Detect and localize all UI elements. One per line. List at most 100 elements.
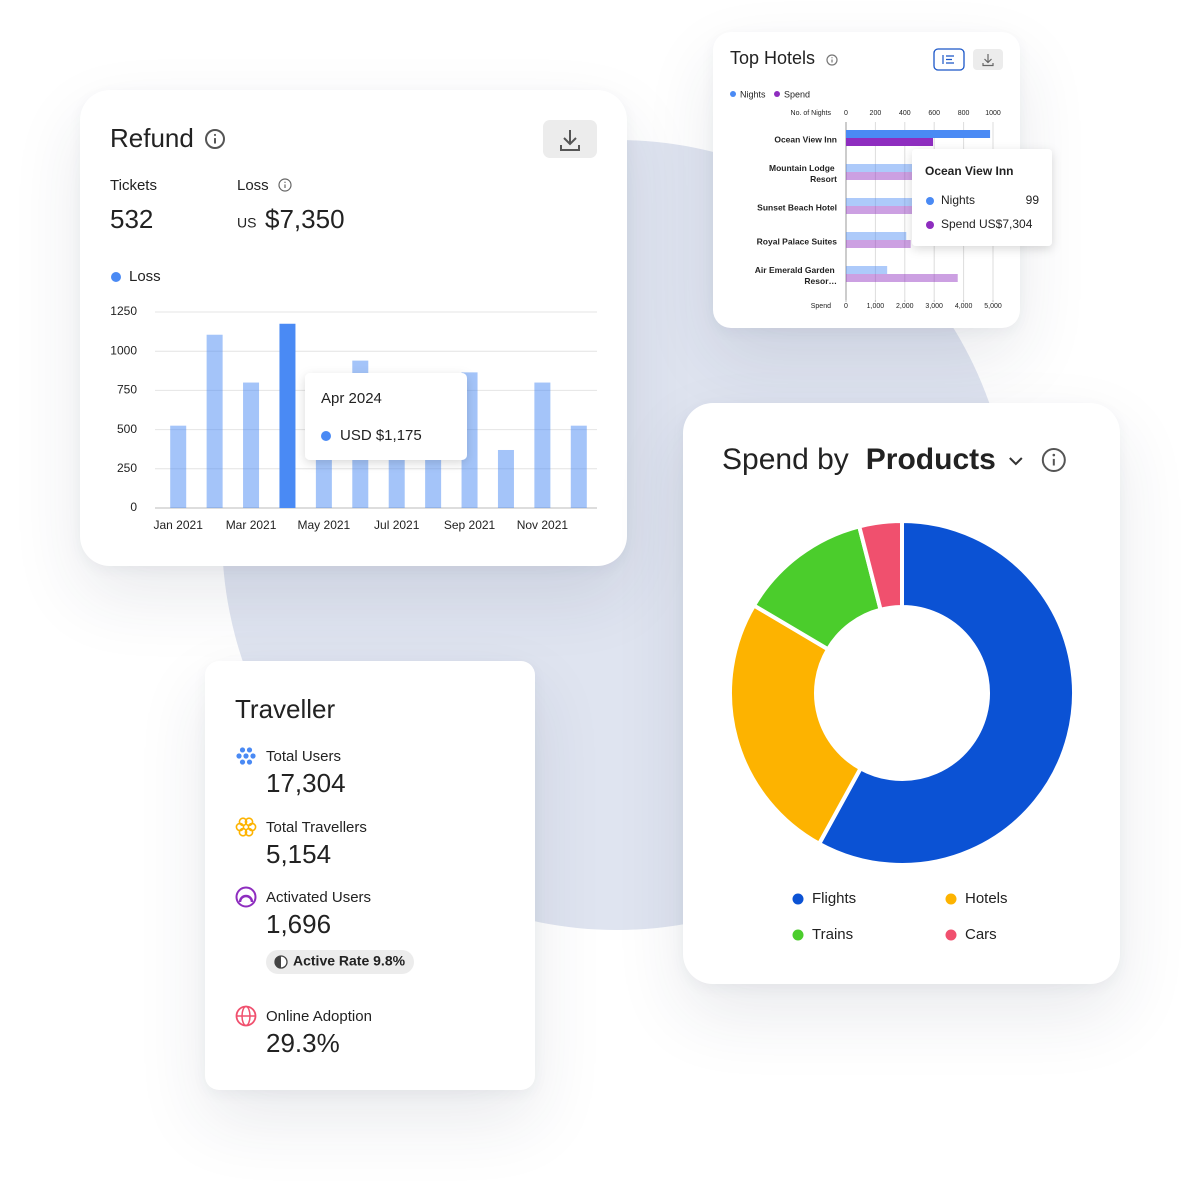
y-tick-label: 0 — [130, 500, 137, 514]
metric-value: 17,304 — [266, 768, 346, 798]
dropdown-chevron[interactable] — [1009, 457, 1023, 466]
tooltip-text: USD $1,175 — [340, 427, 422, 444]
x2-axis-title: Spend — [811, 303, 831, 310]
travellers-icon — [244, 827, 254, 837]
donut-slice — [857, 519, 904, 612]
card-title: Traveller — [235, 694, 336, 724]
category-label: Royal Palace Suites — [757, 236, 838, 246]
bar — [846, 232, 907, 240]
top-hotels-card: Top Hotels Nights Spend No. of Nights Spend 0… — [713, 32, 1052, 328]
bar — [846, 206, 929, 214]
x-tick-label: 0 — [844, 110, 848, 117]
category-label: Air Emerald Garden Resor… — [755, 265, 837, 286]
refund-card: Refund Tickets 532 Loss US $7,350 Loss 0 250 500 7… — [80, 90, 627, 566]
travellers-icon — [238, 817, 248, 827]
refund-chart: Refund Tickets 532 Loss US $7,350 Loss 0 250 500 7… — [110, 120, 597, 532]
x-tick-label: 800 — [958, 110, 970, 117]
badge-background — [266, 950, 414, 974]
x-tick-label: 1000 — [985, 110, 1001, 117]
stat-value: 532 — [110, 204, 153, 234]
stat-label: Tickets — [110, 177, 157, 194]
info-icon-dot — [213, 133, 217, 137]
bar — [846, 274, 958, 282]
tooltip-title: Apr 2024 — [321, 390, 382, 407]
tooltip-value: US$7,304 — [979, 217, 1033, 231]
bar — [846, 130, 991, 138]
legend-marker — [945, 893, 957, 905]
users-icon — [246, 747, 253, 753]
legend-marker — [774, 91, 780, 97]
bar — [846, 198, 920, 206]
download-button[interactable] — [543, 120, 597, 158]
legend-marker — [792, 929, 804, 941]
top-hotels-chart: Top Hotels Nights Spend No. of Nights Spend 0… — [730, 48, 1052, 310]
x2-tick-label: 5,000 — [984, 303, 1002, 310]
bar — [206, 334, 223, 508]
legend-label: Hotels — [965, 890, 1008, 907]
card-title: Refund — [110, 123, 194, 153]
x-tick-label: 400 — [899, 110, 911, 117]
stat-label: Loss — [237, 177, 269, 194]
badge-icon — [275, 956, 281, 968]
users-icon — [239, 747, 246, 753]
list-view-button[interactable] — [933, 48, 965, 71]
info-icon — [205, 129, 225, 149]
info-icon — [1041, 448, 1066, 472]
travellers-icon — [244, 817, 254, 827]
card-title: Top Hotels — [730, 48, 815, 68]
y-tick-label: 1250 — [110, 304, 137, 318]
y-tick-label: 1000 — [110, 343, 137, 357]
tooltip-value: 99 — [1026, 193, 1040, 207]
x2-tick-label: 0 — [844, 303, 848, 310]
stat-currency: US — [237, 215, 256, 231]
traveller-panel: Traveller Total Users 17,304 Total Travelle… — [235, 694, 414, 1058]
donut-slice — [728, 603, 863, 846]
product-selector[interactable]: Products — [866, 443, 996, 476]
legend-marker — [111, 272, 121, 282]
tooltip-marker — [926, 197, 934, 205]
stat-value: $7,350 — [265, 204, 345, 234]
x2-tick-label: 1,000 — [867, 303, 885, 310]
x-tick-label: Jan 2021 — [154, 518, 204, 532]
metric-value: 5,154 — [266, 839, 331, 869]
bar — [570, 425, 587, 508]
bar — [279, 323, 296, 508]
info-icon-dot — [284, 181, 286, 184]
x2-tick-label: 2,000 — [896, 303, 914, 310]
x2-tick-label: 4,000 — [955, 303, 973, 310]
bar — [243, 382, 260, 508]
metric-label: Activated Users — [266, 889, 371, 906]
x-tick-label: Sep 2021 — [444, 518, 496, 532]
legend-label: Spend — [784, 89, 810, 99]
bar — [846, 138, 934, 146]
card-title: Spend by — [722, 443, 849, 476]
x2-tick-label: 3,000 — [925, 303, 943, 310]
bar — [170, 425, 187, 508]
category-label: Ocean View Inn — [774, 134, 837, 144]
spend-card: Spend by Products Flights Hotels Trains Cars — [683, 403, 1120, 984]
tooltip-series: Nights — [941, 193, 975, 207]
info-icon — [826, 54, 838, 66]
x-tick-label: 600 — [928, 110, 940, 117]
tooltip-marker — [321, 431, 331, 441]
metric-label: Total Users — [266, 748, 341, 765]
legend-label: Cars — [965, 926, 997, 943]
category-label: Mountain Lodge Resort — [769, 163, 837, 184]
users-icon — [243, 753, 249, 759]
donut-slice — [817, 519, 1076, 867]
users-icon — [236, 753, 242, 759]
legend-marker — [730, 91, 736, 97]
legend-label: Nights — [740, 89, 766, 99]
legend-marker — [792, 893, 804, 905]
download-button[interactable] — [973, 49, 1003, 70]
bar — [846, 240, 911, 248]
metric-value: 29.3% — [266, 1028, 340, 1058]
x-tick-label: 200 — [870, 110, 882, 117]
y-tick-label: 250 — [117, 461, 137, 475]
activated-icon — [235, 886, 257, 908]
bar — [846, 172, 926, 180]
x-axis-title: No. of Nights — [791, 110, 832, 117]
badge-text: Active Rate 9.8% — [293, 953, 406, 969]
activated-icon — [238, 894, 254, 903]
